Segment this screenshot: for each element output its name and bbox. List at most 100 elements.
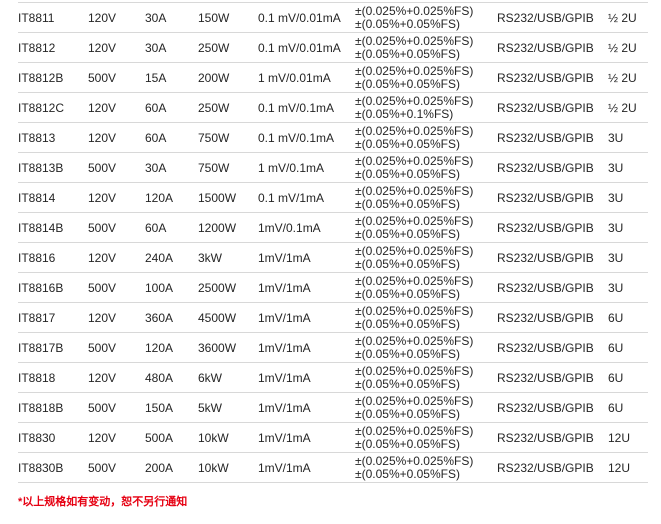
resolution-label: 0.1 mV/0.01mA [258,40,341,55]
current-label: 480A [145,370,174,385]
size-cell: 3U [608,273,648,303]
size-label: ½ 2U [608,100,637,115]
voltage-label: 500V [88,400,117,415]
accuracy-line-2: ±(0.05%+0.05%FS) [355,376,460,391]
accuracy-line-1: ±(0.025%+0.025%FS) [355,243,474,258]
accuracy-cell: ±(0.025%+0.025%FS) ±(0.05%+0.05%FS) [355,33,497,63]
model-label: IT8816 [18,250,56,265]
table-row: IT8814B 500V 60A 1200W 1mV/0.1mA ±(0.025… [18,213,648,243]
current-cell: 60A [145,93,198,123]
model-label: IT8817B [18,340,64,355]
interface-label: RS232/USB/GPIB [497,250,594,265]
power-label: 250W [198,100,230,115]
voltage-label: 500V [88,280,117,295]
model-cell: IT8814 [18,183,88,213]
model-label: IT8813B [18,160,64,175]
accuracy-line-2: ±(0.05%+0.05%FS) [355,196,460,211]
resolution-label: 1mV/1mA [258,340,311,355]
model-cell: IT8830B [18,453,88,483]
accuracy-line-1: ±(0.025%+0.025%FS) [355,213,474,228]
resolution-label: 1mV/1mA [258,460,311,475]
accuracy-line-2: ±(0.05%+0.05%FS) [355,436,460,451]
table-row: IT8812C 120V 60A 250W 0.1 mV/0.1mA ±(0.0… [18,93,648,123]
resolution-label: 1mV/1mA [258,400,311,415]
size-cell: 6U [608,393,648,423]
resolution-cell: 0.1 mV/0.1mA [258,123,355,153]
accuracy-cell: ±(0.025%+0.025%FS) ±(0.05%+0.05%FS) [355,3,497,33]
interface-label: RS232/USB/GPIB [497,190,594,205]
current-cell: 30A [145,33,198,63]
interface-cell: RS232/USB/GPIB [497,153,608,183]
accuracy-cell: ±(0.025%+0.025%FS) ±(0.05%+0.05%FS) [355,333,497,363]
resolution-label: 1mV/0.1mA [258,220,321,235]
resolution-cell: 1mV/1mA [258,303,355,333]
model-cell: IT8830 [18,423,88,453]
spec-table-section: IT8811 120V 30A 150W 0.1 mV/0.01mA ±(0.0… [18,2,648,483]
model-label: IT8812 [18,40,56,55]
interface-cell: RS232/USB/GPIB [497,123,608,153]
model-label: IT8818B [18,400,64,415]
resolution-cell: 1mV/0.1mA [258,213,355,243]
resolution-label: 1mV/1mA [258,430,311,445]
model-label: IT8812C [18,100,65,115]
resolution-cell: 1mV/1mA [258,243,355,273]
resolution-label: 0.1 mV/1mA [258,190,325,205]
power-label: 250W [198,40,230,55]
resolution-label: 1mV/1mA [258,310,311,325]
resolution-label: 1mV/1mA [258,280,311,295]
accuracy-cell: ±(0.025%+0.025%FS) ±(0.05%+0.1%FS) [355,93,497,123]
current-cell: 60A [145,213,198,243]
current-label: 240A [145,250,174,265]
accuracy-cell: ±(0.025%+0.025%FS) ±(0.05%+0.05%FS) [355,213,497,243]
model-label: IT8818 [18,370,56,385]
accuracy-line-1: ±(0.025%+0.025%FS) [355,453,474,468]
voltage-label: 120V [88,40,117,55]
interface-cell: RS232/USB/GPIB [497,213,608,243]
accuracy-cell: ±(0.025%+0.025%FS) ±(0.05%+0.05%FS) [355,153,497,183]
size-label: 3U [608,280,624,295]
power-cell: 1500W [198,183,258,213]
table-row: IT8817B 500V 120A 3600W 1mV/1mA ±(0.025%… [18,333,648,363]
current-cell: 360A [145,303,198,333]
voltage-cell: 120V [88,93,145,123]
interface-label: RS232/USB/GPIB [497,10,594,25]
accuracy-line-2: ±(0.05%+0.05%FS) [355,46,460,61]
size-label: 3U [608,220,624,235]
interface-label: RS232/USB/GPIB [497,340,594,355]
power-cell: 150W [198,3,258,33]
current-label: 120A [145,340,174,355]
voltage-label: 120V [88,370,117,385]
current-cell: 200A [145,453,198,483]
accuracy-line-1: ±(0.025%+0.025%FS) [355,183,474,198]
power-label: 10kW [198,430,229,445]
power-cell: 750W [198,123,258,153]
resolution-label: 0.1 mV/0.1mA [258,100,335,115]
voltage-cell: 500V [88,273,145,303]
resolution-label: 0.1 mV/0.01mA [258,10,341,25]
power-cell: 6kW [198,363,258,393]
power-cell: 250W [198,93,258,123]
size-cell: 6U [608,363,648,393]
accuracy-cell: ±(0.025%+0.025%FS) ±(0.05%+0.05%FS) [355,243,497,273]
voltage-label: 500V [88,70,117,85]
power-label: 200W [198,70,230,85]
size-label: ½ 2U [608,10,637,25]
interface-cell: RS232/USB/GPIB [497,63,608,93]
power-label: 3kW [198,250,222,265]
accuracy-line-1: ±(0.025%+0.025%FS) [355,303,474,318]
power-label: 4500W [198,310,237,325]
current-label: 60A [145,130,167,145]
accuracy-line-1: ±(0.025%+0.025%FS) [355,363,474,378]
voltage-cell: 120V [88,423,145,453]
model-cell: IT8812B [18,63,88,93]
accuracy-cell: ±(0.025%+0.025%FS) ±(0.05%+0.05%FS) [355,303,497,333]
table-row: IT8813 120V 60A 750W 0.1 mV/0.1mA ±(0.02… [18,123,648,153]
interface-label: RS232/USB/GPIB [497,430,594,445]
voltage-cell: 500V [88,153,145,183]
size-label: 12U [608,460,631,475]
current-cell: 30A [145,153,198,183]
current-label: 30A [145,160,167,175]
resolution-cell: 1mV/1mA [258,273,355,303]
voltage-cell: 120V [88,183,145,213]
table-row: IT8813B 500V 30A 750W 1 mV/0.1mA ±(0.025… [18,153,648,183]
